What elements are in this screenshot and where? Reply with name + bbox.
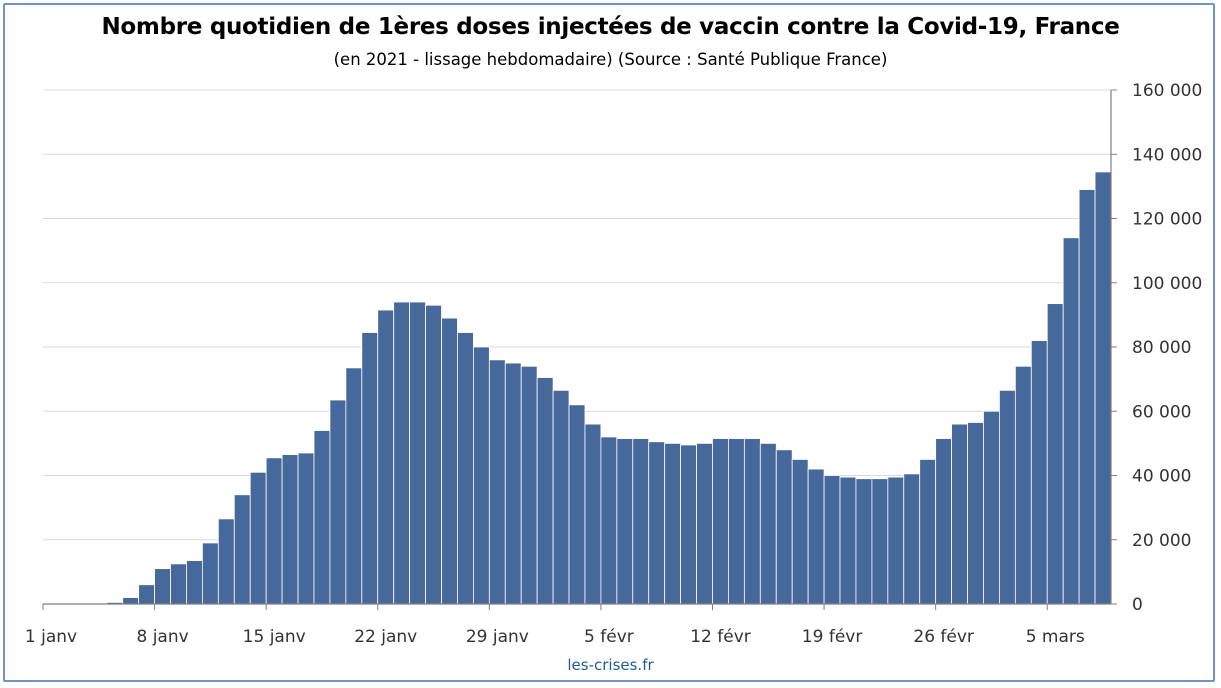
- bar: [807, 468, 825, 605]
- bar: [536, 377, 554, 605]
- bar: [170, 563, 187, 605]
- bar: [743, 438, 761, 605]
- bar: [616, 438, 634, 605]
- y-tick-label: 160 000: [1132, 81, 1202, 101]
- bar: [728, 438, 745, 605]
- bar: [999, 389, 1016, 605]
- y-tick-label: 120 000: [1132, 210, 1202, 230]
- y-tick-label: 0: [1132, 595, 1143, 615]
- bar: [552, 389, 570, 605]
- bar: [233, 494, 251, 605]
- bar: [154, 568, 171, 605]
- bar: [632, 438, 650, 605]
- bar: [1078, 189, 1096, 605]
- bar: [265, 457, 283, 605]
- x-tick-label: 5 mars: [1026, 627, 1085, 647]
- bar: [696, 442, 713, 605]
- bar: [759, 442, 777, 605]
- bar: [600, 436, 618, 605]
- bar: [855, 478, 873, 605]
- bar: [472, 346, 490, 605]
- bar: [887, 476, 905, 605]
- bar: [122, 597, 140, 605]
- bar: [409, 301, 426, 605]
- bar: [329, 399, 347, 605]
- chart-subtitle: (en 2021 - lissage hebdomadaire) (Source…: [333, 50, 888, 69]
- bar: [983, 410, 1000, 605]
- bar: [1094, 171, 1112, 605]
- bar: [951, 423, 968, 605]
- bar: [297, 452, 315, 605]
- x-tick-label: 8 janv: [136, 627, 188, 647]
- bar: [648, 441, 666, 605]
- y-tick-label: 140 000: [1132, 145, 1202, 165]
- bar: [217, 518, 235, 605]
- bar: [839, 476, 857, 605]
- x-tick-label: 19 févr: [802, 627, 863, 647]
- y-tick-label: 60 000: [1132, 402, 1191, 422]
- bar: [345, 367, 363, 605]
- x-axis-tick-labels: 1 janv 8 janv 15 janv 22 janv 29 janv 5 févr 1…: [25, 627, 1085, 647]
- bar: [1030, 340, 1048, 605]
- x-tick-label: 26 févr: [913, 627, 974, 647]
- x-tick-label: 15 janv: [243, 627, 306, 647]
- bar: [680, 444, 697, 605]
- axes: [42, 89, 1117, 610]
- bar: [935, 438, 952, 605]
- bar: [775, 449, 793, 605]
- bar: [441, 317, 458, 605]
- bar: [1046, 303, 1064, 605]
- bar: [1014, 365, 1032, 605]
- y-tick-label: 100 000: [1132, 274, 1202, 294]
- x-tick-label: 12 févr: [690, 627, 751, 647]
- bar: [313, 430, 331, 605]
- bar: [520, 365, 538, 605]
- bar: [1062, 237, 1080, 605]
- bar: [823, 475, 841, 605]
- bar: [457, 332, 474, 605]
- source-credit: les-crises.fr: [567, 656, 654, 674]
- bar: [919, 459, 937, 605]
- x-tick-label: 1 janv: [25, 627, 77, 647]
- bar: [903, 473, 921, 605]
- y-tick-label: 80 000: [1132, 338, 1191, 358]
- bar: [361, 332, 379, 605]
- bar: [425, 304, 442, 605]
- bar: [712, 438, 729, 605]
- bar: [791, 459, 809, 605]
- bar: [584, 423, 602, 605]
- bar: [393, 301, 411, 605]
- bar: [504, 362, 522, 605]
- y-tick-label: 40 000: [1132, 467, 1191, 487]
- bar: [281, 454, 299, 605]
- bar: [249, 471, 267, 605]
- y-axis-tick-labels: 0 20 000 40 000 60 000 80 000 100 000 120 000 1…: [1132, 81, 1202, 615]
- bar: [138, 584, 155, 605]
- y-tick-label: 20 000: [1132, 531, 1191, 551]
- bar: [871, 478, 889, 605]
- x-tick-label: 22 janv: [354, 627, 417, 647]
- bar: [967, 422, 984, 605]
- bar: [201, 542, 219, 605]
- bar: [488, 359, 506, 605]
- x-tick-label: 5 févr: [584, 627, 634, 647]
- bar: [186, 560, 203, 605]
- bar: [377, 309, 395, 605]
- chart-title: Nombre quotidien de 1ères doses injectée…: [101, 14, 1120, 40]
- bar: [664, 442, 682, 605]
- bar: [568, 404, 586, 605]
- bar-series: [106, 171, 1112, 605]
- x-tick-label: 29 janv: [466, 627, 529, 647]
